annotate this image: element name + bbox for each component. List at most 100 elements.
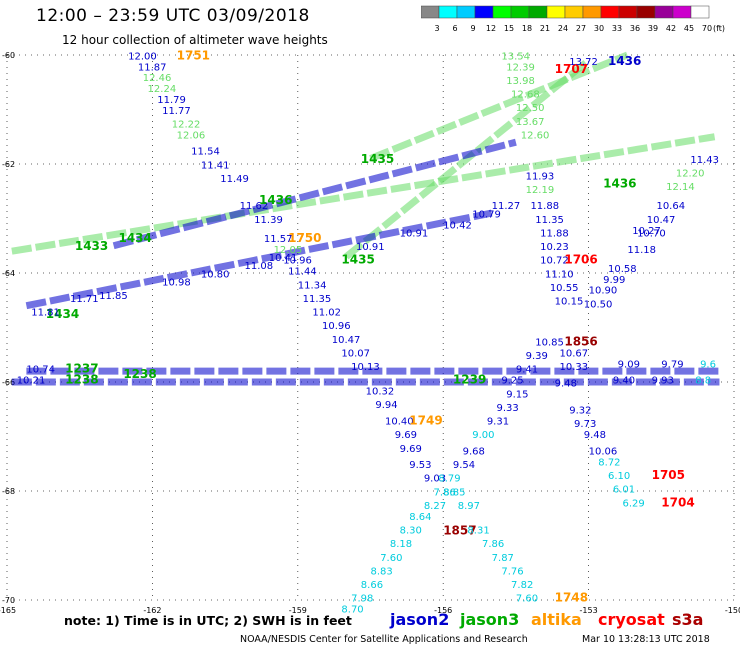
wave-height-label: 9.00 [472,430,494,441]
wave-height-label: 9.6 [700,359,716,370]
wave-height-label: 11.57 [264,234,293,245]
wave-height-label: 10.64 [656,201,685,212]
wave-height-label: 10.50 [584,299,613,310]
wave-height-label: 12.24 [148,84,177,95]
wave-height-label: 12.22 [172,119,201,130]
wave-height-label: 10.96 [283,256,312,267]
wave-height-label: 11.43 [690,155,719,166]
pass-time-label: 1707 [555,62,588,76]
wave-height-label: 11.93 [526,171,555,182]
colorbar-label: 36 [630,24,640,33]
wave-height-label: 12.60 [521,130,550,141]
wave-height-label: 8.70 [341,605,363,616]
wave-height-label: 11.71 [70,294,99,305]
wave-height-label: 7.86 [434,487,456,498]
wave-height-label: 13.67 [516,117,545,128]
track-trace [11,133,716,255]
wave-height-label: 10.90 [589,286,618,297]
colorbar-label: 30 [594,24,604,33]
wave-height-label: 8.31 [467,526,489,537]
y-tick-label: -60 [2,51,15,60]
wave-height-label: 9.99 [603,275,625,286]
pass-time-label: 1237 [65,362,98,376]
wave-height-label: 13.72 [569,57,598,68]
track-trace [369,51,629,162]
pass-time-label: 1750 [288,231,321,245]
pass-time-label: 1433 [75,239,108,253]
wave-height-label: 12.39 [506,62,535,73]
wave-height-label: 10.96 [322,321,351,332]
wave-height-label: 8.64 [409,512,431,523]
y-tick-label: -64 [2,269,15,278]
wave-height-label: 11.35 [303,294,332,305]
wave-height-label: 8.8 [695,376,711,387]
wave-height-label: 11.10 [545,269,574,280]
x-tick-label: -159 [289,606,307,615]
wave-height-label: 12.50 [516,103,545,114]
pass-time-label: 1436 [603,176,636,190]
wave-height-label: 11.35 [535,215,564,226]
colorbar-label: 27 [576,24,586,33]
pass-time-label: 1748 [555,591,588,605]
pass-time-label: 1436 [608,54,641,68]
color-scale-legend: 3 6 9 12 15 18 21 24 27 30 33 36 39 42 45 70 (ft) [421,5,725,33]
wave-height-label: 8.83 [371,566,393,577]
legend-jason2: jason2 [390,610,450,629]
wave-height-label: 10.06 [589,446,618,457]
wave-height-label: 7.76 [501,566,523,577]
wave-height-label: 11.88 [540,228,569,239]
wave-height-label: 10.70 [637,228,666,239]
wave-height-label: 13.98 [506,76,535,87]
x-tick-label: -153 [580,606,598,615]
wave-height-label: 11.44 [288,267,317,278]
wave-height-label: 10.91 [400,228,429,239]
wave-height-label: 9.48 [584,430,606,441]
wave-height-label: 9.33 [497,403,519,414]
wave-height-label: 9.32 [569,406,591,417]
wave-height-label: 9.48 [555,378,577,389]
wave-height-label: 10.33 [560,362,589,373]
y-tick-label: -68 [2,487,15,496]
wave-height-label: 10.07 [341,348,370,359]
credit-date: Mar 10 13:28:13 UTC 2018 [582,634,710,645]
pass-time-label: 1239 [453,373,486,387]
wave-height-label: 9.41 [516,365,538,376]
wave-height-label: 11.85 [99,291,128,302]
colorbar-label: 3 [434,24,439,33]
wave-height-label: 10.42 [443,220,472,231]
pass-time-label: 1436 [259,193,292,207]
colorbar-label: 70 [702,24,712,33]
wave-height-label: 6.01 [613,485,635,496]
colorbar-label: 39 [648,24,658,33]
colorbar-label: 9 [470,24,475,33]
wave-height-label: 12.46 [143,73,172,84]
colorbar-label: 45 [684,24,694,33]
wave-height-label: 9.53 [409,460,431,471]
wave-height-label: 10.91 [356,242,385,253]
track-trace [112,138,517,250]
wave-height-label: 8.72 [598,457,620,468]
wave-height-label: 10.32 [366,387,395,398]
pass-time-label: 1704 [661,495,694,509]
wave-height-label: 11.39 [254,215,283,226]
wave-height-label: 9.39 [526,351,548,362]
legend-cryosat: cryosat [598,610,665,629]
wave-height-label: 8.27 [424,501,446,512]
pass-time-label: 1706 [564,253,597,267]
y-tick-label: -66 [2,378,15,387]
wave-height-label: 7.86 [482,539,504,550]
wave-height-label: 9.15 [506,389,528,400]
wave-height-label: 6.29 [623,498,645,509]
wave-height-label: 10.74 [26,365,55,376]
wave-height-label: 11.62 [240,201,269,212]
wave-height-label: 7.87 [492,553,514,564]
wave-height-label: 9.54 [453,460,475,471]
wave-height-label: 10.41 [269,253,298,264]
wave-height-label: 8.85 [443,487,465,498]
colorbar-label: 15 [504,24,514,33]
x-tick-label: -156 [434,606,452,615]
colorbar-label: 18 [522,24,532,33]
y-tick-label: -62 [2,160,15,169]
pass-time-label: 1434 [46,307,79,321]
